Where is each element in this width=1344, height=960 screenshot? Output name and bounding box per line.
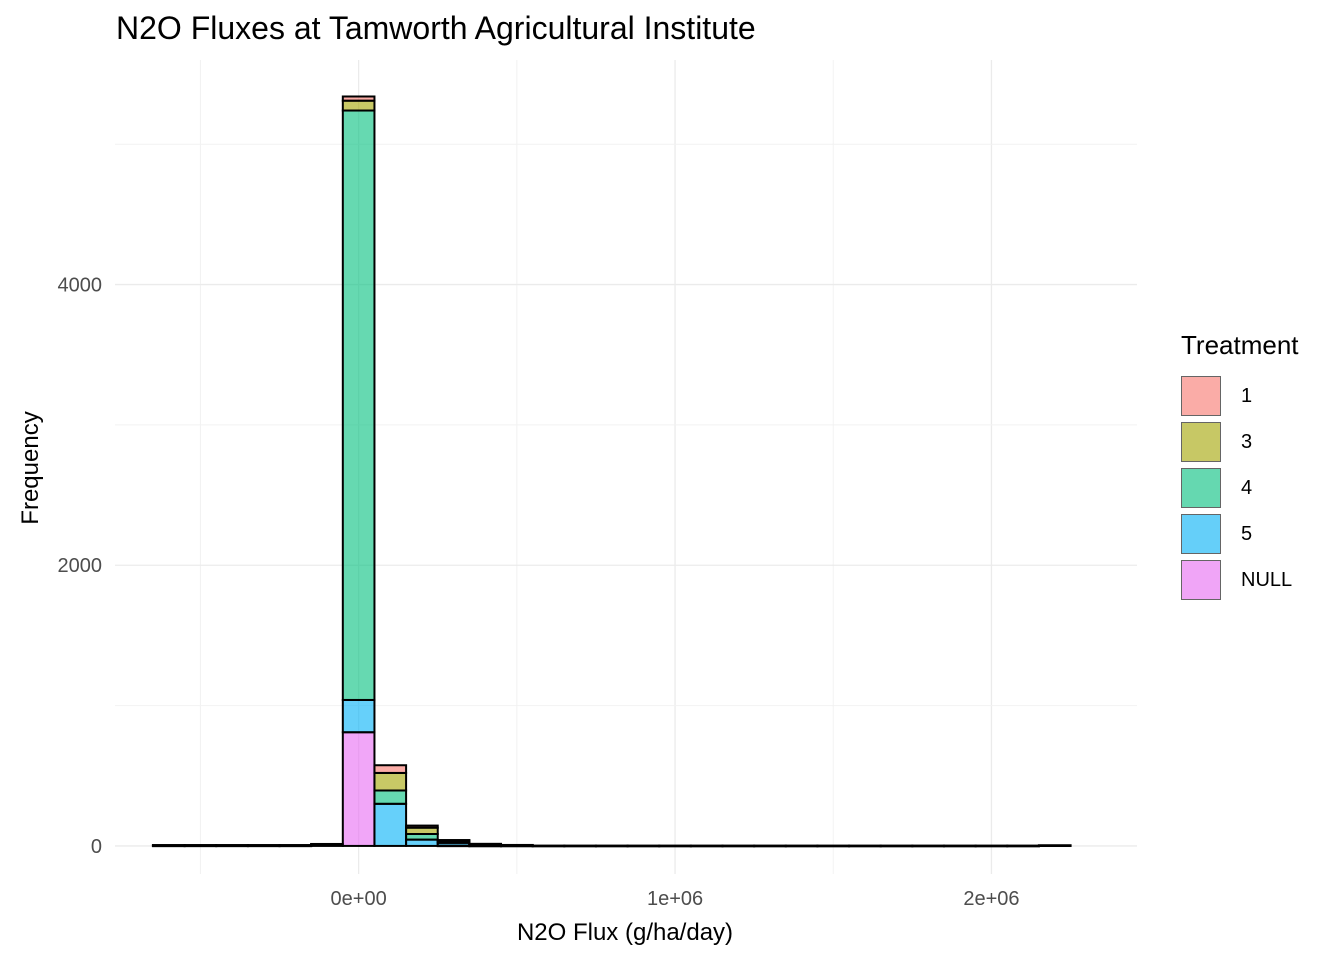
y-tick-label: 4000 [58,275,103,297]
histogram-bar-segment [626,844,661,848]
histogram-bar-segment [784,844,819,848]
chart-title: N2O Fluxes at Tamworth Agricultural Inst… [116,10,756,46]
histogram-bar-segment [911,844,945,848]
histogram-bar-segment [468,842,503,846]
histogram-bar-segment [879,844,914,848]
histogram-bar-segment [848,844,882,848]
histogram-bar-segment [341,731,376,847]
legend-items: 1 3 4 5 NULL [1181,373,1299,603]
histogram-bar-segment [1037,844,1072,847]
axis-ticks: 0e+00 1e+06 2e+06 0 2000 4000 [58,275,1020,910]
legend: Treatment 1 3 4 5 NULL [1181,330,1299,603]
histogram-bar-segment [373,764,408,774]
histogram-bar-segment [974,844,1009,848]
legend-label: 1 [1241,384,1253,407]
gridlines [115,60,1137,874]
x-tick-label: 2e+06 [963,888,1019,910]
histogram-bar-segment [151,844,186,847]
legend-key-swatch [1181,468,1221,508]
legend-item: 3 [1181,419,1299,465]
histogram-bar-segment [753,844,787,848]
legend-key-swatch [1181,422,1221,462]
y-tick-label: 2000 [58,555,103,577]
legend-label: 5 [1241,522,1253,545]
histogram-bar-segment [373,789,408,805]
histogram-bar-segment [215,844,249,847]
legend-item: 1 [1181,373,1299,419]
histogram-bar-segment [373,802,408,847]
legend-key-swatch [1181,376,1221,416]
y-axis-title: Frequency [17,411,44,524]
y-tick-label: 0 [91,836,102,858]
histogram-bar-segment [341,99,376,112]
histogram-bar-segment [500,843,534,847]
histogram-bar-segment [278,844,313,847]
histogram-bar-segment [721,844,756,848]
legend-label: 3 [1241,430,1253,453]
legend-key-swatch [1181,560,1221,600]
histogram-bars [151,95,1072,848]
histogram-bar-segment [436,839,471,842]
histogram-bar-segment [594,844,629,848]
histogram-bar-segment [816,844,851,848]
histogram-bar-segment [341,95,376,102]
histogram-bar-segment [531,844,566,848]
histogram-bar-segment [246,844,281,847]
legend-item: 5 [1181,511,1299,557]
histogram-bar-segment [310,842,344,846]
legend-label: 4 [1241,476,1253,499]
histogram-bar-segment [942,844,977,848]
x-tick-label: 0e+00 [331,888,387,910]
histogram-bar-segment [1006,844,1040,848]
histogram-bar-segment [689,844,724,848]
x-axis-title: N2O Flux (g/ha/day) [517,919,733,946]
histogram-bar-segment [373,771,408,792]
x-tick-label: 1e+06 [647,888,703,910]
legend-label: NULL [1241,568,1293,591]
legend-key-swatch [1181,514,1221,554]
legend-item: NULL [1181,557,1299,603]
histogram-bar-segment [341,698,376,734]
histogram-bar-segment [183,844,218,847]
legend-item: 4 [1181,465,1299,511]
histogram-bar-segment [658,844,692,848]
histogram-bar-segment [405,824,439,829]
histogram-bar-segment [563,844,597,848]
legend-title: Treatment [1181,330,1299,360]
histogram-bar-segment [341,109,376,701]
